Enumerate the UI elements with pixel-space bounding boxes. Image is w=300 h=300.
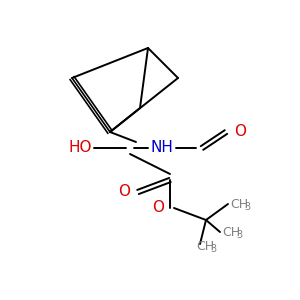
Text: CH: CH (196, 239, 214, 253)
Text: O: O (118, 184, 130, 200)
Text: CH: CH (230, 197, 248, 211)
Text: 3: 3 (236, 230, 242, 240)
Text: NH: NH (151, 140, 173, 155)
Text: 3: 3 (244, 202, 250, 212)
Text: 3: 3 (210, 244, 216, 254)
Text: O: O (152, 200, 164, 215)
Text: HO: HO (68, 140, 92, 155)
Text: CH: CH (222, 226, 240, 238)
Text: O: O (234, 124, 246, 140)
